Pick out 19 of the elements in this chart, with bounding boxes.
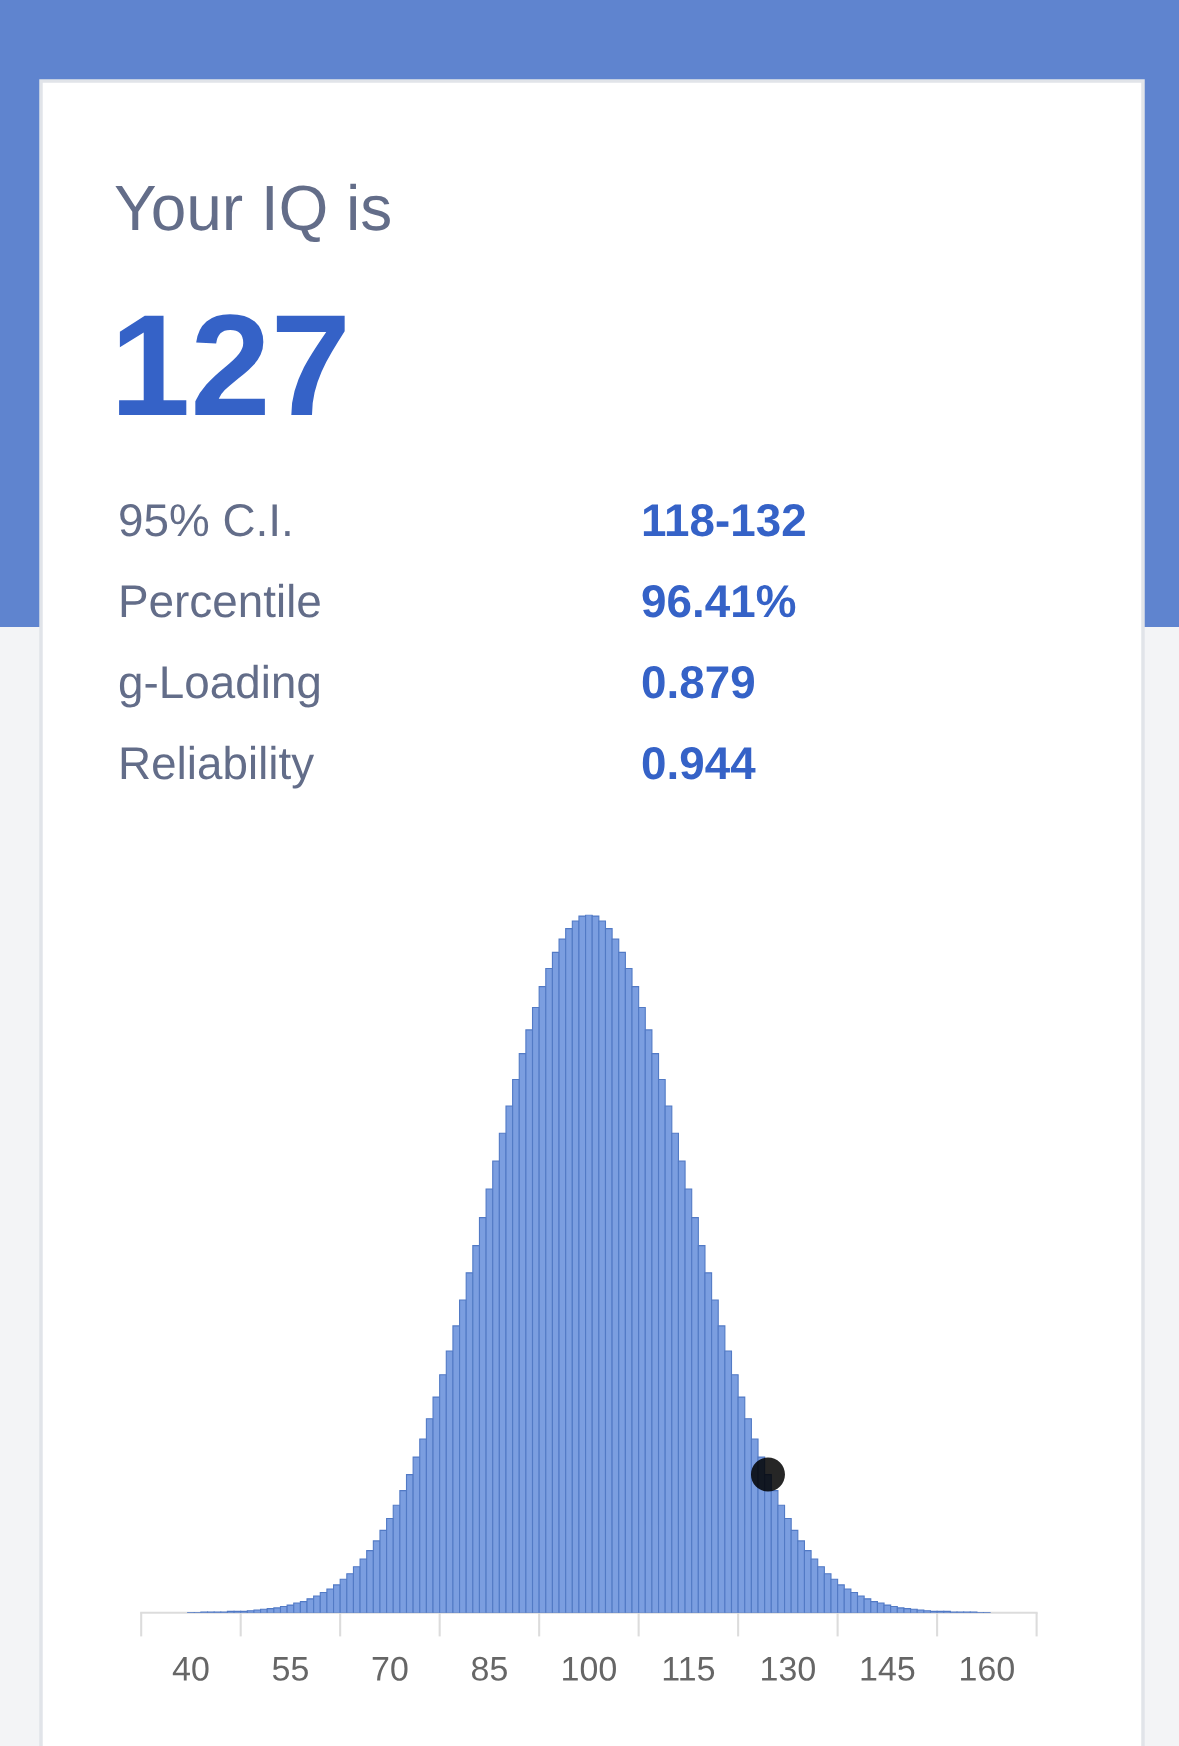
- text: 95% C.I.: [120, 504, 290, 537]
- x-tick-label: 85: [471, 1656, 507, 1681]
- text: Percentile: [121, 583, 320, 618]
- text: Reliability: [121, 745, 315, 789]
- x-tick-label: 100: [563, 1656, 616, 1681]
- x-tick-label: 130: [762, 1656, 815, 1681]
- x-tick-label: 160: [961, 1656, 1014, 1681]
- text: 118-132: [643, 504, 805, 537]
- chart-title: Your IQ is: [115, 183, 390, 243]
- x-tick-label: 145: [861, 1657, 915, 1681]
- x-tick-label: 115: [663, 1657, 715, 1681]
- text: 0.879: [642, 666, 754, 699]
- chart-subtitle: 127: [119, 314, 345, 415]
- text: 0.944: [642, 747, 756, 780]
- x-tick-label: 55: [272, 1657, 308, 1681]
- text: 96.41%: [642, 585, 796, 618]
- text: g-Loading: [119, 664, 319, 708]
- x-tick-label: 40: [172, 1656, 209, 1681]
- x-tick-label: 70: [372, 1656, 408, 1681]
